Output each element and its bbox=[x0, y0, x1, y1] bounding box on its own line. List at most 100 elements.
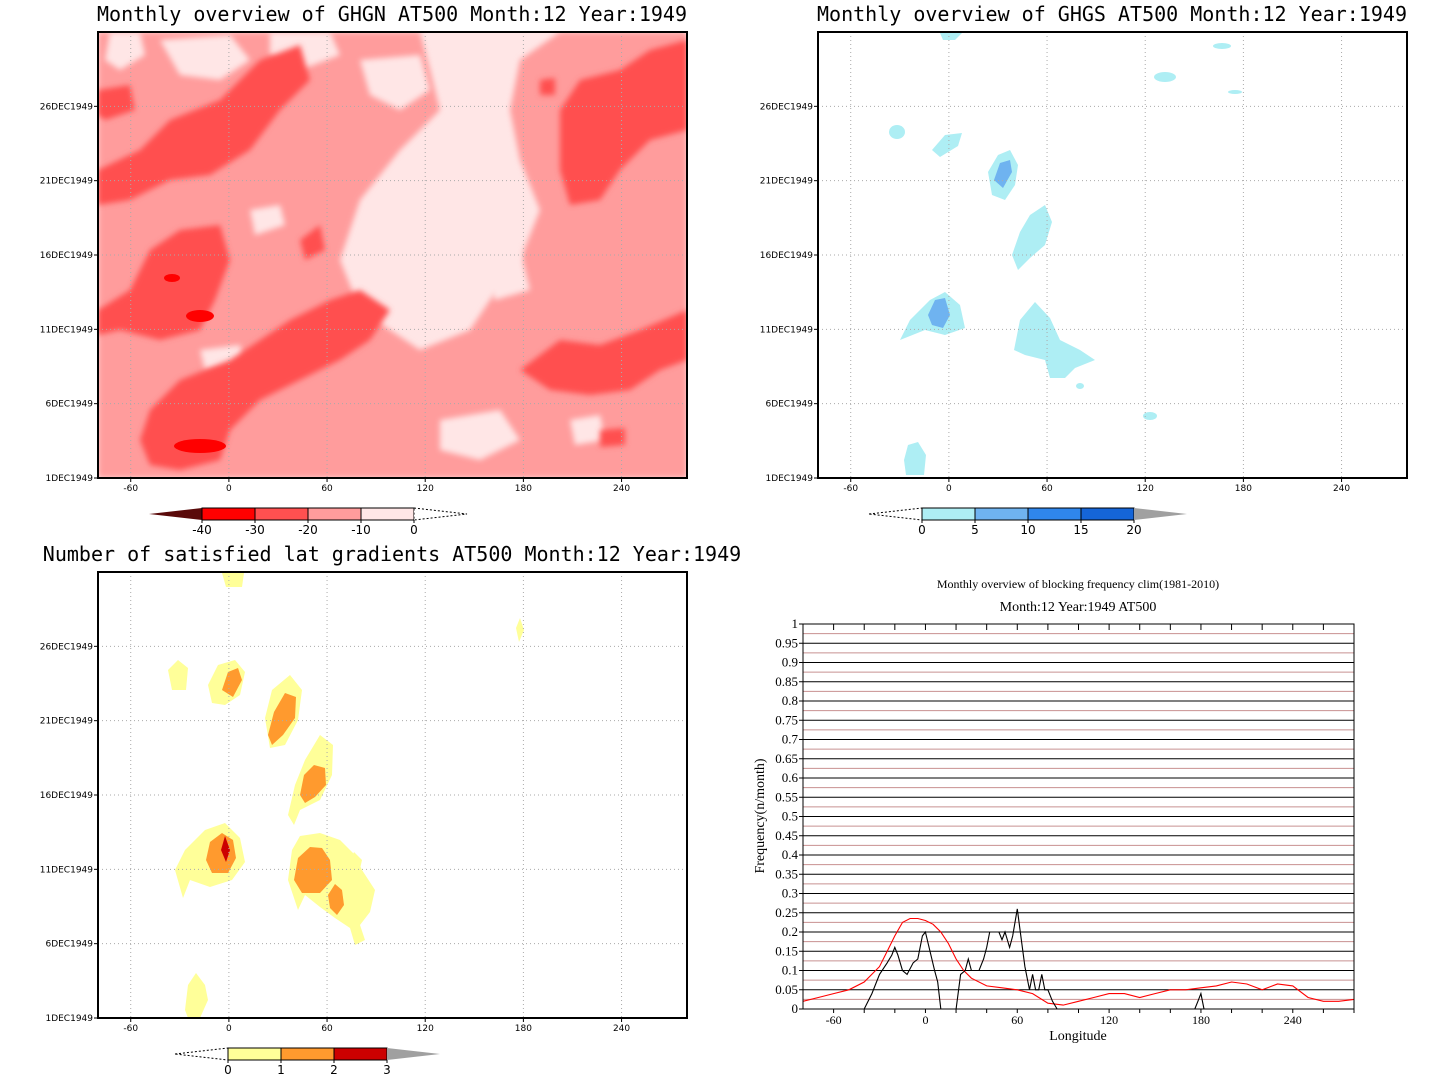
colorbar-label: 1 bbox=[277, 1063, 285, 1077]
x-tick-label: 0 bbox=[946, 484, 952, 494]
ghgs-title: Monthly overview of GHGS AT500 Month:12 … bbox=[817, 2, 1407, 26]
gradients-panel: Number of satisfied lat gradients AT500 … bbox=[40, 542, 741, 1077]
colorbar-segment bbox=[280, 1047, 335, 1061]
colorbar-label: 0 bbox=[224, 1063, 232, 1077]
y-tick-label: 21DEC1949 bbox=[40, 717, 94, 727]
ghgs-x-axis: -60 0 60 120 180 240 bbox=[843, 478, 1350, 494]
colorbar-segment bbox=[254, 507, 309, 521]
y-tick-label: 0.1 bbox=[782, 963, 798, 978]
colorbar-label: -20 bbox=[298, 523, 318, 537]
colorbar-label: 10 bbox=[1020, 523, 1035, 537]
y-tick-label: 11DEC1949 bbox=[40, 865, 94, 875]
colorbar-label: -40 bbox=[192, 523, 212, 537]
x-tick-label: -60 bbox=[123, 1024, 138, 1034]
frequency-subtitle: Month:12 Year:1949 AT500 bbox=[1000, 600, 1157, 615]
y-tick-label: 0.75 bbox=[775, 712, 798, 727]
colorbar-segment bbox=[360, 507, 415, 521]
colorbar-label: 3 bbox=[383, 1063, 391, 1077]
x-tick-label: 0 bbox=[922, 1013, 928, 1027]
x-tick-label: -60 bbox=[843, 484, 858, 494]
x-tick-label: 120 bbox=[1100, 1013, 1118, 1027]
frequency-xlabel: Longitude bbox=[1049, 1029, 1107, 1044]
y-tick-label: 16DEC1949 bbox=[40, 791, 94, 801]
gradients-y-axis: 1DEC1949 6DEC1949 11DEC1949 16DEC1949 21DEC1… bbox=[40, 642, 98, 1024]
colorbar-label: -10 bbox=[351, 523, 371, 537]
colorbar-low-arrow bbox=[174, 1047, 229, 1061]
colorbar-segment bbox=[1027, 507, 1082, 521]
frequency-hgrid bbox=[803, 623, 1354, 1010]
y-tick-label: 0.45 bbox=[775, 828, 798, 843]
y-tick-label: 6DEC1949 bbox=[45, 400, 93, 410]
frequency-x-axis: -60 0 60 120 180 240 bbox=[826, 624, 1355, 1027]
x-tick-label: 180 bbox=[515, 484, 532, 494]
x-tick-label: 120 bbox=[417, 484, 434, 494]
x-tick-label: 180 bbox=[1235, 484, 1252, 494]
y-tick-label: 0.2 bbox=[782, 924, 798, 939]
y-tick-label: 0.25 bbox=[775, 905, 798, 920]
gradients-title: Number of satisfied lat gradients AT500 … bbox=[43, 542, 741, 566]
y-tick-label: 0.7 bbox=[782, 732, 799, 747]
y-tick-label: 11DEC1949 bbox=[760, 325, 814, 335]
ghgn-title: Monthly overview of GHGN AT500 Month:12 … bbox=[97, 2, 687, 26]
x-tick-label: 60 bbox=[321, 1024, 333, 1034]
y-tick-label: 0.65 bbox=[775, 751, 798, 766]
frequency-y-axis: 0 0.05 0.1 0.15 0.2 0.25 0.3 0.35 0.4 0.45 0.5 0.55… bbox=[775, 616, 803, 1016]
y-tick-label: 0.95 bbox=[775, 635, 798, 650]
colorbar-low-arrow bbox=[149, 508, 202, 520]
colorbar-label: 0 bbox=[918, 523, 926, 537]
y-tick-label: 1 bbox=[792, 616, 799, 631]
y-tick-label: 1DEC1949 bbox=[765, 474, 813, 484]
y-tick-label: 0.6 bbox=[782, 770, 799, 785]
colorbar-segment bbox=[1080, 507, 1135, 521]
ghgs-colorbar: 0 5 10 15 20 bbox=[868, 507, 1187, 537]
colorbar-segment bbox=[921, 507, 976, 521]
colorbar-segment bbox=[307, 507, 362, 521]
y-tick-label: 0.3 bbox=[782, 886, 798, 901]
x-tick-label: 60 bbox=[321, 484, 333, 494]
y-tick-label: 6DEC1949 bbox=[45, 940, 93, 950]
y-tick-label: 0.4 bbox=[782, 847, 799, 862]
y-tick-label: 11DEC1949 bbox=[40, 325, 94, 335]
y-tick-label: 0.85 bbox=[775, 674, 798, 689]
colorbar-high-arrow bbox=[387, 1048, 440, 1060]
y-tick-label: 0.5 bbox=[782, 809, 798, 824]
gradients-x-axis: -60 0 60 120 180 240 bbox=[123, 1018, 630, 1034]
x-tick-label: 60 bbox=[1011, 1013, 1023, 1027]
y-tick-label: 0.05 bbox=[775, 982, 798, 997]
y-tick-label: 0.9 bbox=[782, 655, 798, 670]
y-tick-label: 0 bbox=[792, 1001, 799, 1016]
x-tick-label: 240 bbox=[1333, 484, 1350, 494]
colorbar-label: 20 bbox=[1126, 523, 1141, 537]
x-tick-label: -60 bbox=[826, 1013, 842, 1027]
colorbar-segment bbox=[333, 1047, 388, 1061]
ghgn-x-axis: -60 0 60 120 180 240 bbox=[123, 478, 630, 494]
y-tick-label: 26DEC1949 bbox=[40, 642, 94, 652]
y-tick-label: 21DEC1949 bbox=[40, 177, 94, 187]
colorbar-label: 0 bbox=[410, 523, 418, 537]
y-tick-label: 0.55 bbox=[775, 789, 798, 804]
ghgn-field bbox=[98, 32, 687, 478]
series-line-2 bbox=[1194, 991, 1205, 1010]
x-tick-label: 0 bbox=[226, 484, 232, 494]
ghgn-panel: Monthly overview of GHGN AT500 Month:12 … bbox=[40, 2, 688, 537]
colorbar-segment bbox=[227, 1047, 282, 1061]
x-tick-label: 240 bbox=[613, 1024, 630, 1034]
colorbar-label: 5 bbox=[971, 523, 979, 537]
x-tick-label: 60 bbox=[1041, 484, 1053, 494]
ghgn-y-axis: 1DEC1949 6DEC1949 11DEC1949 16DEC1949 21DEC1… bbox=[40, 102, 98, 484]
x-tick-label: 240 bbox=[613, 484, 630, 494]
x-tick-label: 180 bbox=[1192, 1013, 1210, 1027]
colorbar-high-arrow bbox=[413, 507, 468, 521]
ghgs-field bbox=[818, 32, 1407, 478]
ghgs-panel: Monthly overview of GHGS AT500 Month:12 … bbox=[760, 2, 1408, 537]
colorbar-label: 2 bbox=[330, 1063, 338, 1077]
y-tick-label: 0.35 bbox=[775, 866, 798, 881]
gradients-field bbox=[98, 572, 687, 1018]
y-tick-label: 21DEC1949 bbox=[760, 177, 814, 187]
y-tick-label: 1DEC1949 bbox=[45, 474, 93, 484]
x-tick-label: -60 bbox=[123, 484, 138, 494]
colorbar-segment bbox=[974, 507, 1029, 521]
frequency-panel: Monthly overview of blocking frequency c… bbox=[753, 577, 1355, 1044]
colorbar-high-arrow bbox=[1134, 508, 1187, 520]
